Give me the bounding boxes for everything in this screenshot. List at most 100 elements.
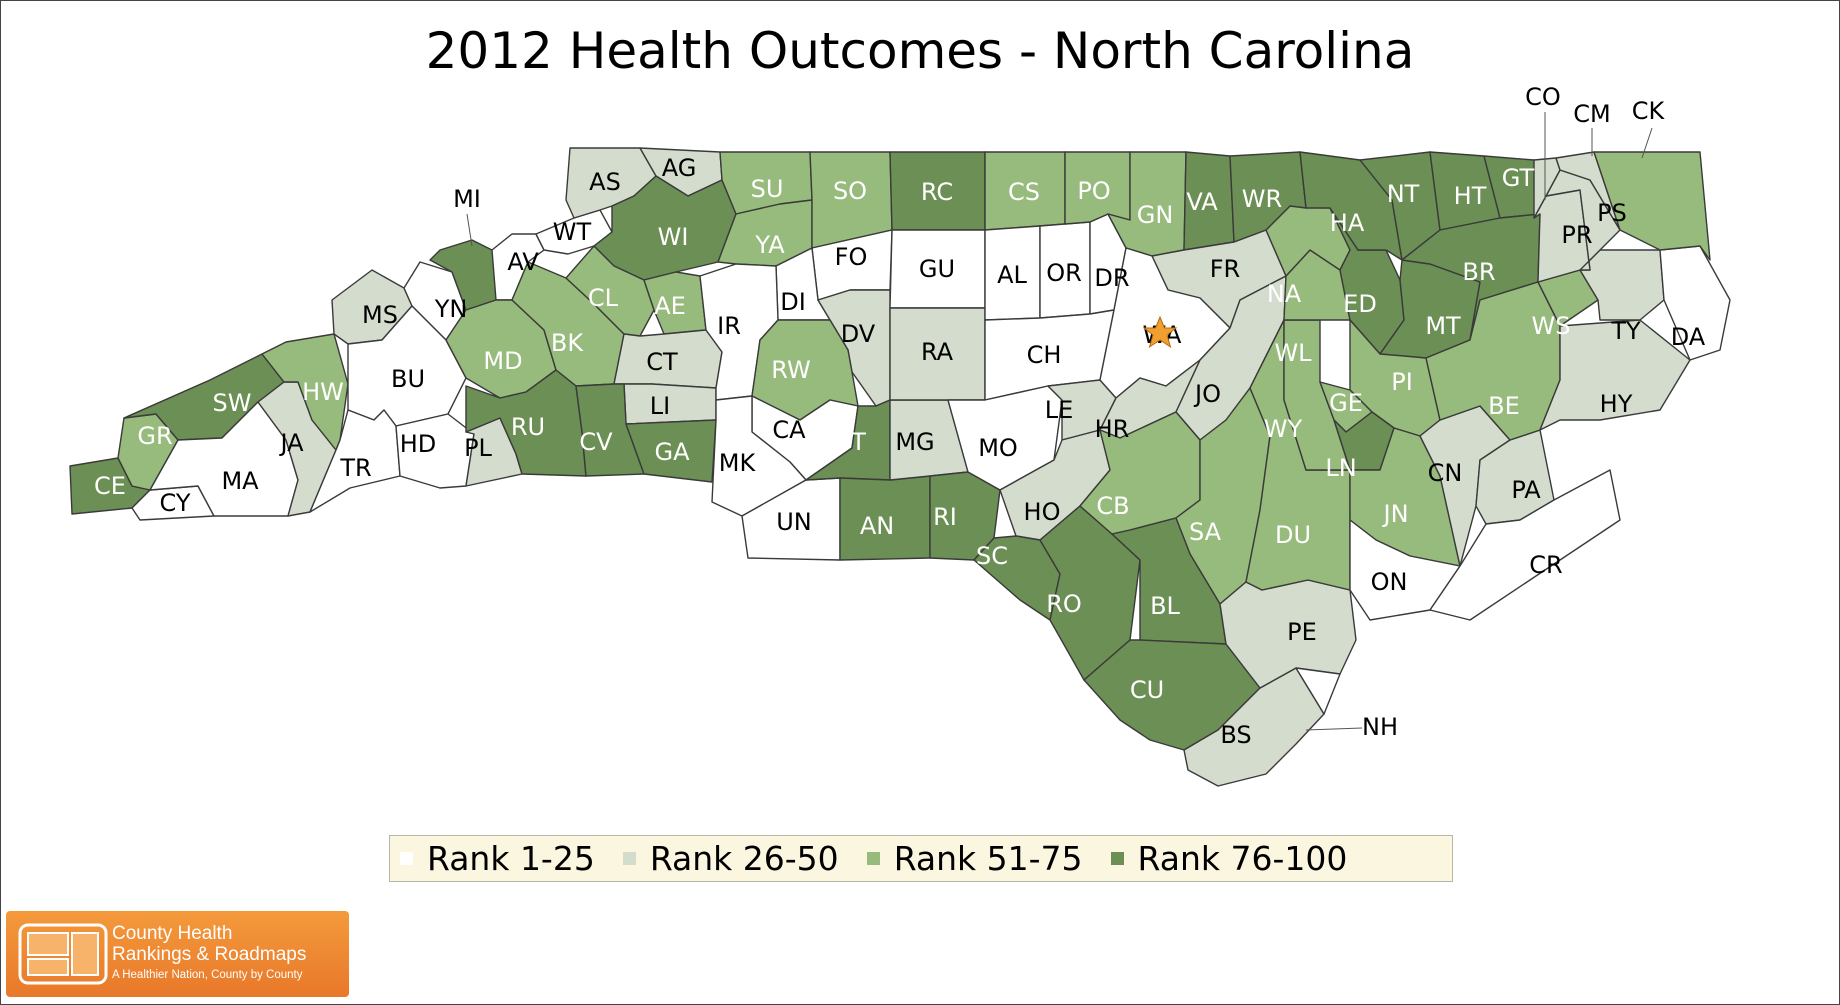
county-label-nh: NH	[1362, 713, 1398, 741]
star-icon	[1142, 315, 1178, 349]
county-label-ce: CE	[94, 472, 126, 500]
county-label-cu: CU	[1130, 676, 1164, 704]
legend-item-rank-51-75: Rank 51-75	[865, 839, 1083, 878]
county-label-ws: WS	[1532, 312, 1571, 340]
county-label-cy: CY	[160, 489, 191, 517]
county-label-yn: YN	[434, 295, 468, 323]
county-label-as: AS	[589, 168, 621, 196]
county-label-ya: YA	[754, 231, 785, 259]
county-label-fo: FO	[835, 243, 868, 271]
county-label-al: AL	[997, 261, 1027, 289]
county-ck[interactable]	[1593, 151, 1711, 261]
county-label-un: UN	[776, 508, 812, 536]
county-cr[interactable]	[1429, 469, 1621, 621]
county-hy[interactable]	[1539, 319, 1691, 431]
county-label-tr: TR	[339, 454, 371, 482]
county-nh[interactable]	[1295, 667, 1341, 715]
leader-line-mi	[466, 213, 473, 247]
legend-label: Rank 76-100	[1137, 839, 1348, 878]
county-ty[interactable]	[1579, 249, 1665, 321]
counties-layer	[69, 147, 1731, 787]
county-label-nt: NT	[1387, 180, 1420, 208]
county-label-ms: MS	[362, 301, 398, 329]
legend-label: Rank 1-25	[427, 839, 595, 878]
county-label-ca: CA	[772, 416, 806, 444]
county-label-cn: CN	[1428, 459, 1463, 487]
county-label-gn: GN	[1137, 201, 1174, 229]
county-label-ed: ED	[1343, 290, 1377, 318]
logo-line-2: Rankings & Roadmaps	[112, 944, 307, 965]
county-label-da: DA	[1671, 323, 1706, 351]
county-label-rw: RW	[771, 356, 810, 384]
county-label-ch: CH	[1027, 341, 1062, 369]
county-label-cr: CR	[1529, 551, 1562, 579]
county-label-du: DU	[1275, 521, 1311, 549]
county-label-ja: JA	[278, 429, 304, 457]
county-label-ps: PS	[1597, 199, 1627, 227]
legend-swatch	[622, 852, 636, 865]
legend: Rank 1-25 Rank 26-50 Rank 51-75 Rank 76-…	[389, 835, 1453, 882]
county-label-pe: PE	[1287, 618, 1317, 646]
county-label-ra: RA	[921, 338, 954, 366]
county-label-pi: PI	[1391, 368, 1413, 396]
legend-swatch	[866, 852, 880, 865]
county-label-ct: CT	[646, 348, 678, 376]
county-label-wr: WR	[1242, 185, 1282, 213]
county-label-mi: MI	[453, 185, 481, 213]
county-label-wy: WY	[1264, 415, 1303, 443]
county-label-st: ST	[836, 428, 866, 456]
county-label-cm: CM	[1573, 100, 1610, 128]
county-label-bl: BL	[1150, 592, 1180, 620]
county-label-ro: RO	[1046, 590, 1082, 618]
county-label-on: ON	[1371, 568, 1408, 596]
county-label-av: AV	[507, 248, 539, 276]
county-tr[interactable]	[309, 409, 401, 513]
county-label-fr: FR	[1210, 255, 1240, 283]
county-label-ln: LN	[1325, 454, 1356, 482]
county-label-pl: PL	[464, 434, 492, 462]
county-label-hy: HY	[1600, 390, 1633, 418]
county-label-ma: MA	[221, 467, 259, 495]
legend-item-rank-76-100: Rank 76-100	[1109, 839, 1348, 878]
county-ga[interactable]	[625, 419, 717, 483]
county-label-mk: MK	[719, 449, 757, 477]
county-label-mo: MO	[978, 434, 1018, 462]
county-cm[interactable]	[1555, 151, 1621, 231]
county-label-wi: WI	[658, 223, 689, 251]
county-label-wt: WT	[553, 218, 592, 246]
county-bs[interactable]	[1183, 667, 1325, 787]
county-label-jn: JN	[1381, 500, 1408, 528]
labels-layer: CE CY GR SW MA JA HW MS YN MI BU TR HD PL AV WT AS AG WI MD…	[94, 83, 1706, 749]
county-label-bu: BU	[391, 365, 425, 393]
county-label-dv: DV	[841, 320, 876, 348]
county-label-or: OR	[1046, 259, 1082, 287]
county-mo[interactable]	[947, 385, 1063, 491]
county-label-be: BE	[1488, 392, 1520, 420]
county-label-sw: SW	[213, 389, 252, 417]
county-label-cb: CB	[1096, 492, 1129, 520]
county-label-ga: GA	[654, 438, 690, 466]
county-label-co: CO	[1525, 83, 1561, 111]
county-co[interactable]	[1533, 157, 1561, 219]
county-label-hr: HR	[1095, 415, 1130, 443]
legend-label: Rank 51-75	[893, 839, 1083, 878]
county-label-li: LI	[650, 392, 670, 420]
county-label-ht: HT	[1454, 182, 1487, 210]
county-label-ty: TY	[1610, 317, 1641, 345]
county-label-su: SU	[751, 175, 784, 203]
legend-swatch	[1110, 852, 1124, 865]
leader-line-nh	[1305, 727, 1363, 731]
county-label-ha: HA	[1330, 209, 1365, 237]
county-label-mg: MG	[895, 428, 934, 456]
county-label-rc: RC	[921, 178, 953, 206]
legend-label: Rank 26-50	[649, 839, 839, 878]
county-label-hw: HW	[302, 378, 344, 406]
county-label-hd: HD	[400, 430, 437, 458]
county-label-na: NA	[1267, 280, 1302, 308]
county-label-ae: AE	[654, 292, 686, 320]
county-label-sa: SA	[1189, 518, 1222, 546]
county-label-cv: CV	[579, 428, 613, 456]
county-health-rankings-logo[interactable]: County Health Rankings & Roadmaps A Heal…	[6, 911, 349, 997]
county-label-bk: BK	[551, 329, 584, 357]
